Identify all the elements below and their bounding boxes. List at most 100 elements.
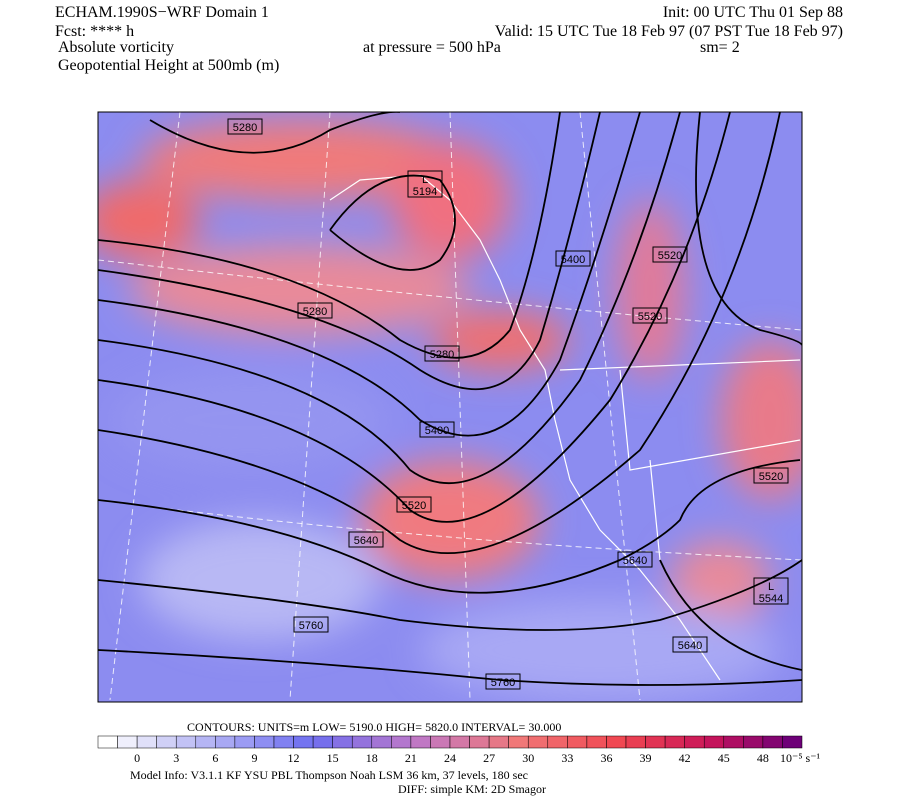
colorbar-box <box>351 735 373 749</box>
header-line: Absolute vorticity <box>58 39 174 56</box>
colorbar-box <box>723 735 744 749</box>
colorbar-box <box>508 735 529 749</box>
contour-labels: 5280 5400 5520 5280 5280 5520 5400 5520 5640 5640… <box>227 118 789 690</box>
contour-label: 5520 <box>638 311 662 323</box>
colorbar-box <box>684 735 705 749</box>
low-value: 5194 <box>413 186 437 198</box>
smoothing: sm= 2 <box>700 39 740 56</box>
contour-label-box <box>297 302 333 319</box>
colorbar-label: 0 <box>134 751 140 765</box>
contour-label-box <box>348 531 384 548</box>
contour-label-box <box>227 118 263 135</box>
colorbar-box <box>332 735 353 749</box>
colorbar-label: 48 <box>757 751 769 765</box>
colorbar-box <box>195 735 216 749</box>
colorbar-label: 6 <box>212 751 218 765</box>
colorbar: 0 3 6 9 12 15 18 21 24 27 30 33 36 39 42 45 48 10⁻⁵ s⁻¹ <box>97 735 821 765</box>
height-contours <box>98 112 802 686</box>
colorbar-box <box>703 735 725 749</box>
header: ECHAM.1990S−WRF Domain 1 Fcst: **** hAbso… <box>55 4 843 74</box>
contour-label: 5760 <box>299 620 323 632</box>
contour-label: 5280 <box>233 122 257 134</box>
contour-label: 5520 <box>658 250 682 262</box>
contour-label: 5520 <box>759 471 783 483</box>
colorbar-label: 12 <box>288 751 300 765</box>
map: 5280 5400 5520 5280 5280 5520 5400 5520 5640 5640… <box>98 112 802 702</box>
contour-label: 5400 <box>561 254 585 266</box>
model-info: Model Info: V3.1.1 KF YSU PBL Thompson N… <box>130 768 528 782</box>
header-line: ECHAM.1990S−WRF Domain 1 <box>55 4 269 21</box>
low-mark: L <box>422 174 428 186</box>
contour-label: 5280 <box>303 306 327 318</box>
colorbar-box <box>234 735 255 749</box>
colorbar-box <box>664 735 685 749</box>
colorbar-box <box>215 735 236 749</box>
colorbar-box <box>97 735 118 749</box>
contour-label-box <box>293 616 329 633</box>
colorbar-label: 15 <box>327 751 339 765</box>
colorbar-label: 9 <box>251 751 257 765</box>
colorbar-box <box>371 735 392 749</box>
colorbar-label: 18 <box>366 751 378 765</box>
low-value: 5544 <box>759 593 783 605</box>
colorbar-box <box>567 735 588 749</box>
colorbar-box <box>410 735 431 749</box>
contour-label-box <box>555 250 591 267</box>
colorbar-box <box>391 735 412 749</box>
colorbar-box <box>782 735 803 749</box>
header-line: Geopotential Height at 500mb (m) <box>58 57 279 74</box>
colorbar-box <box>645 735 666 749</box>
colorbar-label: 42 <box>679 751 691 765</box>
low-label-box <box>407 170 443 198</box>
colorbar-box <box>293 735 314 749</box>
colorbar-box <box>273 735 294 749</box>
colorbar-label: 33 <box>561 751 573 765</box>
contour-label-box <box>753 467 789 484</box>
colorbar-label: 3 <box>173 751 179 765</box>
contour-label: 5760 <box>491 677 515 689</box>
contour-label-box <box>617 551 653 568</box>
colorbar-box <box>547 735 568 749</box>
contour-label: 5280 <box>430 349 454 361</box>
colorbar-label: 21 <box>405 751 417 765</box>
colorbar-label: 24 <box>444 751 456 765</box>
colorbar-box <box>449 735 470 749</box>
contour-label-box <box>424 345 460 362</box>
colorbar-box <box>625 735 646 749</box>
colorbar-box <box>762 735 783 749</box>
init-time: Init: 00 UTC Thu 01 Sep 88 <box>663 4 843 21</box>
contour-label-box <box>632 307 668 324</box>
contour-label: 5640 <box>354 535 378 547</box>
colorbar-label: 45 <box>718 751 730 765</box>
contour-label: 5520 <box>402 500 426 512</box>
colorbar-box <box>469 735 490 749</box>
colorbar-label: 27 <box>483 751 495 765</box>
map-frame <box>97 111 803 703</box>
coastline <box>329 174 801 681</box>
colorbar-label: 36 <box>600 751 612 765</box>
contour-label-box <box>672 636 708 653</box>
colorbar-unit: 10⁻⁵ s⁻¹ <box>780 751 821 765</box>
contour-label-box <box>396 496 432 513</box>
low-mark: L <box>768 581 774 593</box>
contour-label-box <box>485 673 521 690</box>
valid-time: Valid: 15 UTC Tue 18 Feb 97 (07 PST Tue … <box>495 23 843 40</box>
colorbar-box <box>430 735 451 749</box>
header-line: Fcst: **** h <box>55 23 134 40</box>
contour-label-box <box>419 421 455 438</box>
colorbar-box <box>586 735 607 749</box>
colorbar-box <box>136 735 157 749</box>
contour-label-box <box>652 246 688 263</box>
graticule <box>98 112 802 701</box>
colorbar-box <box>117 735 138 749</box>
colorbar-box <box>488 735 509 749</box>
colorbar-box <box>156 735 177 749</box>
contour-label: 5640 <box>623 555 647 567</box>
footer: CONTOURS: UNITS=m LOW= 5190.0 HIGH= 5820… <box>130 720 561 796</box>
contour-label: 5640 <box>678 640 702 652</box>
colorbar-box <box>254 735 275 749</box>
low-label-box <box>753 577 789 605</box>
colorbar-label: 39 <box>640 751 652 765</box>
contour-info: CONTOURS: UNITS=m LOW= 5190.0 HIGH= 5820… <box>187 720 561 734</box>
